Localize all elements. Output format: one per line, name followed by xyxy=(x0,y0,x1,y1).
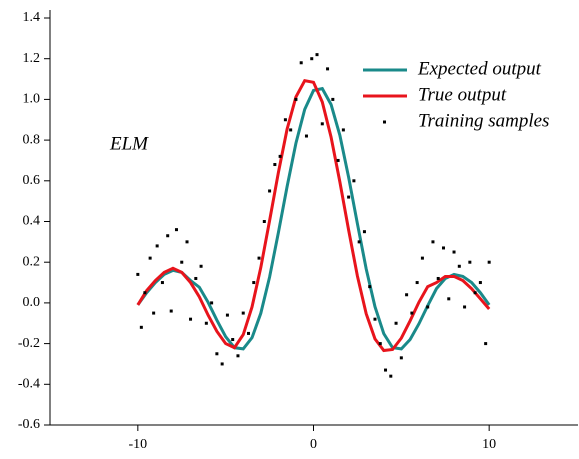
point xyxy=(310,57,314,61)
y-tick-label: 0.4 xyxy=(23,214,41,229)
point xyxy=(394,321,398,325)
point xyxy=(215,352,219,356)
point xyxy=(268,189,272,193)
point xyxy=(220,362,224,366)
point xyxy=(362,230,366,234)
point xyxy=(304,134,308,138)
point xyxy=(357,240,361,244)
point xyxy=(241,311,245,315)
point xyxy=(225,313,229,317)
point xyxy=(484,342,488,346)
point xyxy=(236,354,240,358)
point xyxy=(194,276,198,280)
point xyxy=(180,260,184,264)
point xyxy=(452,250,456,254)
point xyxy=(174,228,178,232)
legend-label: True output xyxy=(418,84,507,105)
point xyxy=(436,276,440,280)
y-tick-label: 1.2 xyxy=(23,51,41,66)
point xyxy=(189,317,193,321)
y-tick-label: -0.6 xyxy=(18,417,40,432)
point xyxy=(283,118,287,122)
y-tick-label: 1.4 xyxy=(23,10,41,25)
y-tick-label: 0.6 xyxy=(23,173,41,188)
point xyxy=(231,338,235,342)
point xyxy=(447,297,451,301)
y-tick-label: 1.0 xyxy=(23,92,41,107)
point xyxy=(336,158,340,162)
point xyxy=(331,97,335,101)
y-tick-label: 0.0 xyxy=(23,295,41,310)
point xyxy=(252,281,256,285)
x-tick-label: 0 xyxy=(310,437,317,452)
x-tick-label: -10 xyxy=(128,437,147,452)
legend-label: Training samples xyxy=(418,110,549,131)
point xyxy=(294,97,298,101)
x-tick-label: 10 xyxy=(482,437,496,452)
point xyxy=(326,67,330,71)
point xyxy=(399,356,403,360)
point xyxy=(139,325,143,329)
point xyxy=(463,305,467,309)
point xyxy=(368,285,372,289)
point xyxy=(166,234,170,238)
point xyxy=(473,291,477,295)
point xyxy=(143,291,147,295)
point xyxy=(378,342,382,346)
point xyxy=(136,272,140,276)
point xyxy=(347,195,351,199)
point xyxy=(204,321,208,325)
point xyxy=(148,256,152,260)
y-tick-label: -0.4 xyxy=(18,377,40,392)
point xyxy=(185,240,189,244)
point xyxy=(210,301,214,305)
point xyxy=(299,61,303,65)
point xyxy=(487,260,491,264)
y-tick-label: 0.8 xyxy=(23,132,41,147)
legend-swatch xyxy=(383,120,386,124)
point xyxy=(341,128,345,132)
y-tick-label: -0.2 xyxy=(18,336,40,351)
point xyxy=(199,264,203,268)
point xyxy=(420,256,424,260)
point xyxy=(410,311,414,315)
point xyxy=(415,281,419,285)
point xyxy=(457,264,461,268)
point xyxy=(352,179,356,183)
point xyxy=(431,240,435,244)
point xyxy=(478,281,482,285)
point xyxy=(247,331,251,335)
point xyxy=(169,309,173,313)
point xyxy=(384,368,388,372)
point xyxy=(389,374,393,378)
point xyxy=(262,220,266,223)
point xyxy=(405,293,409,297)
legend-label: Expected output xyxy=(417,58,542,79)
line xyxy=(136,79,491,353)
point xyxy=(278,154,282,158)
point xyxy=(320,122,324,126)
point xyxy=(426,305,430,309)
point xyxy=(152,311,156,315)
point xyxy=(289,128,293,132)
point xyxy=(468,260,472,264)
y-tick-label: 0.2 xyxy=(23,254,41,269)
point xyxy=(160,281,164,285)
line xyxy=(136,86,491,351)
point xyxy=(155,244,159,248)
point xyxy=(373,317,377,321)
point xyxy=(315,53,319,57)
annotation: ELM xyxy=(109,133,149,154)
point xyxy=(273,163,277,167)
point xyxy=(257,256,261,260)
point xyxy=(441,246,445,250)
